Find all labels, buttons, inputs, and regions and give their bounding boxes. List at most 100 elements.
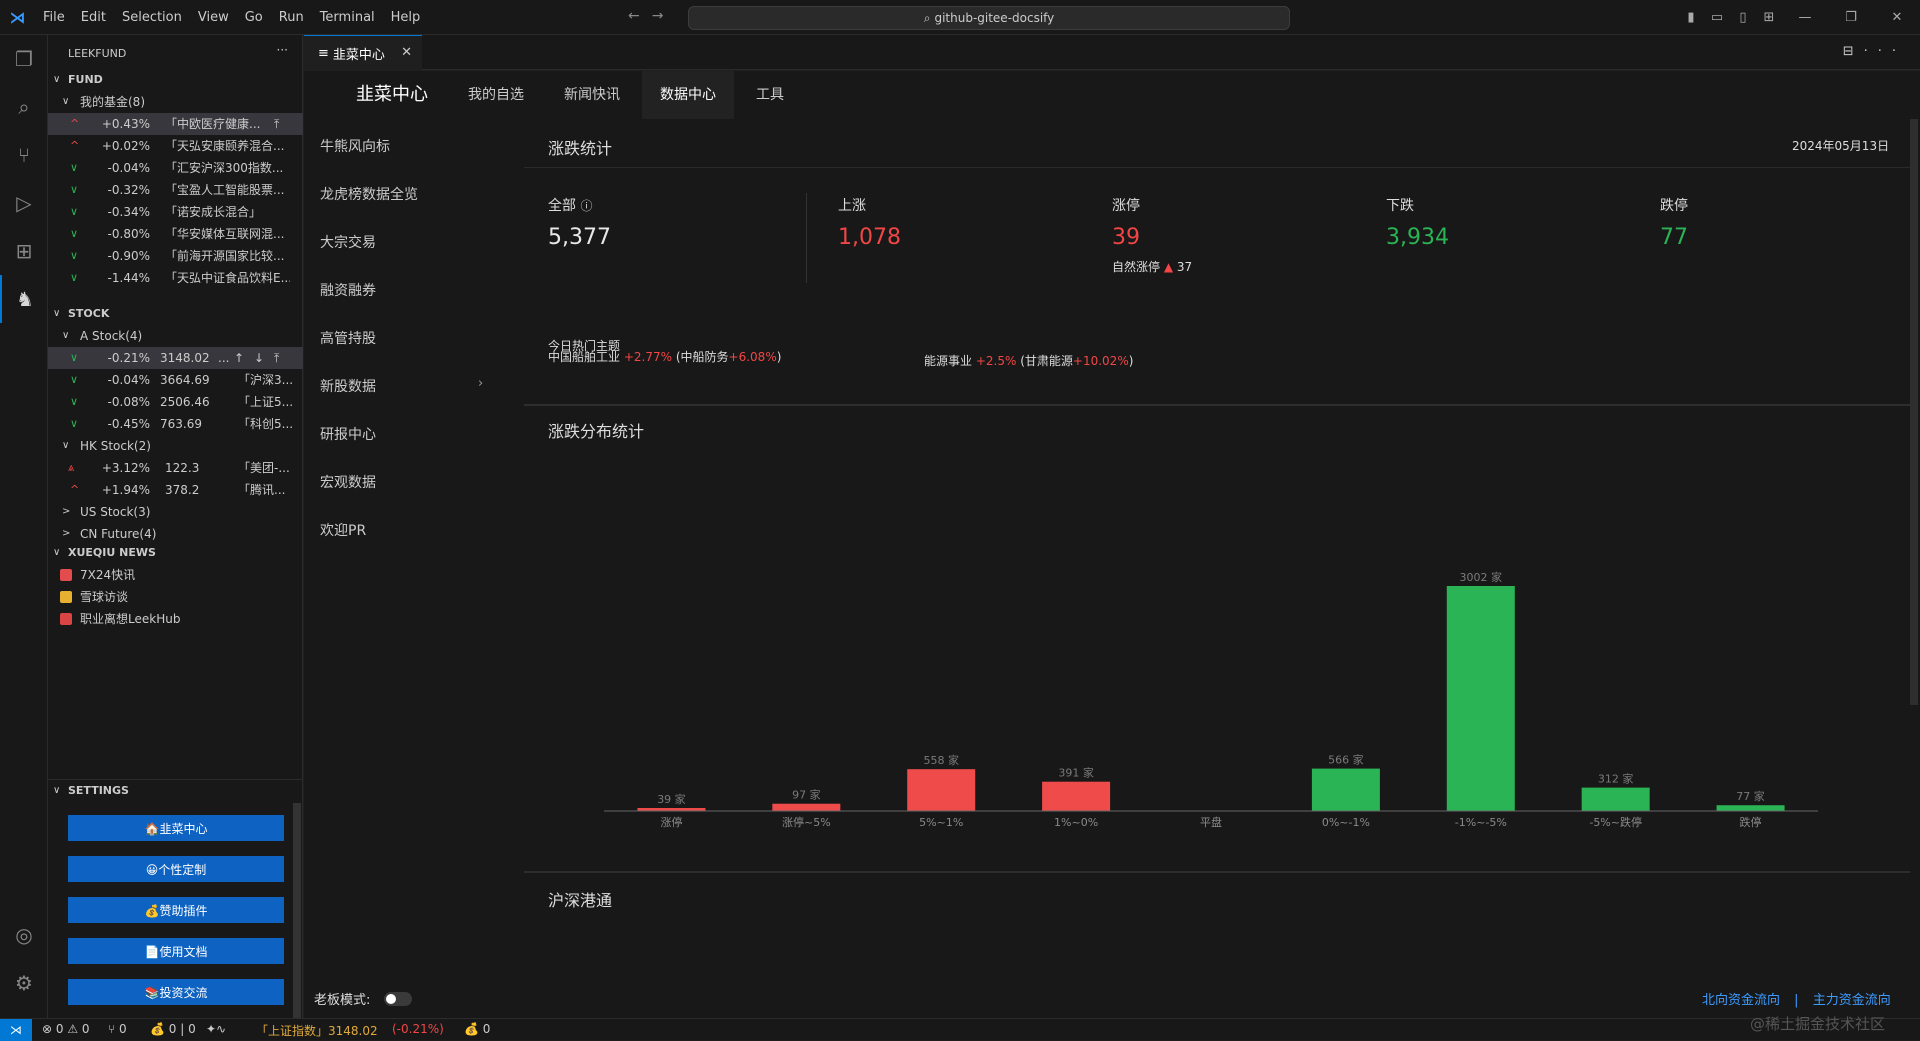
settings-section-header[interactable]: ∨ SETTINGS — [48, 779, 303, 801]
tab-leek-center[interactable]: ≡ 韭菜中心 ✕ — [304, 35, 422, 70]
main-flow-link[interactable]: 主力资金流向 — [1812, 993, 1891, 1008]
hot-theme-item[interactable]: 中国船舶工业 +2.77% (中船防务+6.08%) — [548, 351, 781, 363]
bar-6[interactable] — [1446, 586, 1515, 811]
settings-scrollbar[interactable] — [293, 803, 301, 1021]
fund-item[interactable]: ∨ -0.90% 「前海开源国家比较... — [48, 245, 303, 267]
accounts-icon[interactable]: ◎ — [15, 923, 33, 947]
remote-icon[interactable]: ⋊ — [0, 1019, 32, 1041]
stock-item[interactable]: ∨ -0.04% 3664.69 「沪深3... — [48, 369, 303, 391]
nav-dragon-tiger[interactable]: 龙虎榜数据全览 — [320, 187, 418, 203]
bar-7[interactable] — [1581, 787, 1650, 811]
pin-top-icon[interactable]: ⤒ — [274, 117, 280, 131]
hot-theme-item[interactable]: 能源事业 +2.5% (甘肃能源+10.02%) — [924, 352, 1133, 369]
restore-icon[interactable]: ❐ — [1845, 10, 1857, 25]
menu-go[interactable]: Go — [244, 9, 263, 25]
menu-view[interactable]: View — [197, 9, 229, 25]
a-stock-group[interactable]: ∨ A Stock(4) — [48, 325, 303, 347]
stock-item[interactable]: ∨ -0.21% 3148.02 ... ↑ ↓ ⤒ — [48, 347, 303, 369]
brand-title[interactable]: 韭菜中心 — [356, 84, 428, 105]
tab-data-center[interactable]: 数据中心 — [642, 71, 734, 119]
stock-item[interactable]: ⩓ +3.12% 122.3 「美团-... — [48, 457, 303, 479]
customize-button[interactable]: 😀个性定制 — [68, 856, 284, 882]
bar-3[interactable] — [1042, 781, 1111, 811]
menu-selection[interactable]: Selection — [121, 9, 182, 25]
toggle-sidebar-icon[interactable]: ▮ — [1687, 10, 1695, 25]
command-center[interactable]: ⌕ github-gitee-docsify — [688, 6, 1290, 30]
fund-section-header[interactable]: ∨ FUND — [48, 69, 303, 91]
close-icon[interactable]: ✕ — [401, 45, 412, 60]
nav-bull-bear[interactable]: 牛熊风向标 — [320, 139, 390, 155]
search-view-icon[interactable]: ⌕ — [18, 95, 30, 119]
explorer-icon[interactable]: ❐ — [15, 47, 33, 71]
split-editor-icon[interactable]: ⊟ — [1842, 44, 1864, 59]
docs-button[interactable]: 📄使用文档 — [68, 938, 284, 964]
fund-item[interactable]: ∨ -0.34% 「诺安成长混合」 — [48, 201, 303, 223]
bar-8[interactable] — [1716, 805, 1785, 811]
menu-edit[interactable]: Edit — [80, 9, 106, 25]
source-control-icon[interactable]: ⑂ — [18, 143, 30, 167]
bar-2[interactable] — [907, 769, 976, 811]
fund-item[interactable]: ^ +0.02% 「天弘安康颐养混合... — [48, 135, 303, 157]
us-stock-group[interactable]: > US Stock(3) — [48, 501, 303, 523]
stock-item[interactable]: ∨ -0.08% 2506.46 「上证5... — [48, 391, 303, 413]
run-debug-icon[interactable]: ▷ — [16, 191, 32, 215]
nav-macro[interactable]: 宏观数据 — [320, 475, 376, 491]
fund-item[interactable]: ∨ -0.04% 「汇安沪深300指数... — [48, 157, 303, 179]
toggle-secondary-sidebar-icon[interactable]: ▯ — [1739, 10, 1747, 25]
tab-tools[interactable]: 工具 — [756, 87, 784, 103]
fund-group[interactable]: ∨ 我的基金(8) — [48, 91, 303, 113]
notifications-status[interactable]: 💰 0 — [464, 1022, 491, 1036]
stock-item[interactable]: ^ +1.94% 378.2 「腾讯... — [48, 479, 303, 501]
back-arrow-icon[interactable]: ← — [628, 8, 652, 24]
north-flow-link[interactable]: 北向资金流向 — [1702, 993, 1781, 1008]
leekfund-icon[interactable]: ♞ — [0, 275, 48, 323]
more-actions-icon[interactable]: ··· — [276, 43, 288, 57]
pin-top-icon[interactable]: ⤒ — [274, 351, 280, 365]
menu-terminal[interactable]: Terminal — [319, 9, 375, 25]
boss-mode-toggle[interactable] — [384, 992, 412, 1006]
index-status[interactable]: 「上证指数」3148.02 — [256, 1024, 378, 1038]
minimize-icon[interactable]: — — [1798, 10, 1812, 25]
nav-margin[interactable]: 融资融券 — [320, 283, 376, 299]
tab-news[interactable]: 新闻快讯 — [564, 87, 620, 103]
stock-item[interactable]: ∨ -0.45% 763.69 「科创5... — [48, 413, 303, 435]
bar-1[interactable] — [772, 803, 841, 811]
sponsor-button[interactable]: 💰赞助插件 — [68, 897, 284, 923]
fund-item[interactable]: ∨ -0.80% 「华安媒体互联网混... — [48, 223, 303, 245]
customize-layout-icon[interactable]: ⊞ — [1763, 10, 1775, 25]
news-item[interactable]: 7X24快讯 — [48, 564, 303, 586]
news-item[interactable]: 雪球访谈 — [48, 586, 303, 608]
fund-item[interactable]: ∨ -1.44% 「天弘中证食品饮料E... — [48, 267, 303, 289]
manage-gear-icon[interactable]: ⚙ — [15, 971, 33, 995]
menu-help[interactable]: Help — [390, 9, 421, 25]
menu-file[interactable]: File — [43, 9, 65, 25]
menu-run[interactable]: Run — [278, 9, 304, 25]
ports-status[interactable]: ⑂ 0 — [108, 1022, 127, 1036]
coins-status[interactable]: 💰 0 | 0 — [150, 1022, 196, 1036]
tab-watchlist[interactable]: 我的自选 — [468, 87, 524, 103]
extensions-icon[interactable]: ⊞ — [15, 239, 33, 263]
close-window-icon[interactable]: ✕ — [1891, 10, 1903, 25]
toggle-panel-icon[interactable]: ▭ — [1710, 10, 1724, 25]
nav-ipo[interactable]: 新股数据 — [320, 379, 376, 395]
nav-welcome-pr[interactable]: 欢迎PR — [320, 523, 367, 539]
leek-center-button[interactable]: 🏠韭菜中心 — [68, 815, 284, 841]
nav-exec-holdings[interactable]: 高管持股 — [320, 331, 376, 347]
bar-5[interactable] — [1311, 768, 1380, 811]
news-section-header[interactable]: ∨ XUEQIU NEWS — [48, 542, 303, 564]
move-up-icon[interactable]: ↑ — [234, 351, 245, 365]
bar-0[interactable] — [637, 808, 706, 811]
forward-arrow-icon[interactable]: → — [651, 8, 676, 24]
nav-block-trade[interactable]: 大宗交易 — [320, 235, 376, 251]
fund-item[interactable]: ∨ -0.32% 「宝盈人工智能股票... — [48, 179, 303, 201]
move-down-icon[interactable]: ↓ — [254, 351, 265, 365]
problems-status[interactable]: ⊗ 0 ⚠ 0 — [42, 1022, 90, 1036]
cn-future-group[interactable]: > CN Future(4) — [48, 523, 303, 545]
stock-section-header[interactable]: ∨ STOCK — [48, 303, 303, 325]
community-button[interactable]: 📚投资交流 — [68, 979, 284, 1005]
nav-research[interactable]: 研报中心 — [320, 427, 376, 443]
news-item[interactable]: 职业离想LeekHub — [48, 608, 303, 630]
hk-stock-group[interactable]: ∨ HK Stock(2) — [48, 435, 303, 457]
fund-item[interactable]: ^ +0.43% 「中欧医疗健康... ⤒ — [48, 113, 303, 135]
help-icon[interactable]: ⓘ — [580, 199, 593, 213]
